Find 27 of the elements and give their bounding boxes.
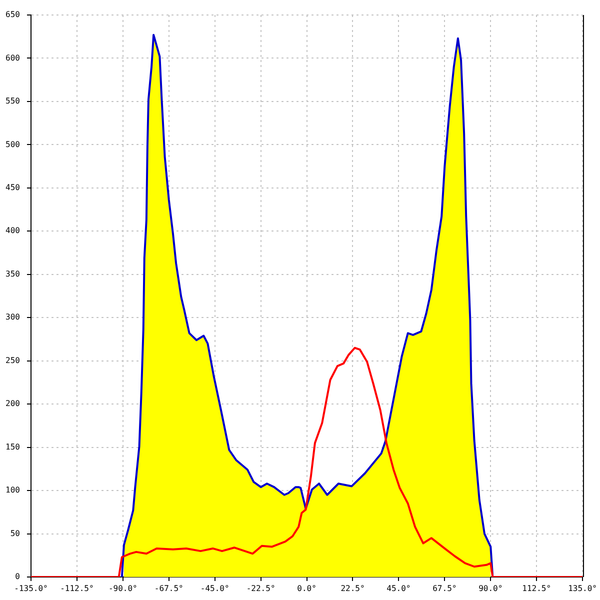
x-tick-label: 135.0°	[568, 584, 598, 593]
y-tick-label: 600	[6, 53, 20, 62]
y-tick-label: 250	[6, 356, 20, 365]
y-tick-label: 200	[6, 399, 20, 408]
x-tick-label: 67.5°	[432, 584, 457, 593]
y-tick-label: 350	[6, 269, 20, 278]
x-tick-label: -67.5°	[154, 584, 184, 593]
y-tick-label: 300	[6, 312, 20, 322]
x-tick-label: -112.5°	[60, 584, 94, 593]
x-tick-label: 45.0°	[386, 584, 411, 593]
x-tick-label: -22.5°	[246, 584, 276, 593]
y-tick-label: 400	[6, 226, 20, 236]
y-tick-label: 0	[15, 572, 20, 582]
x-tick-label: 22.5°	[340, 584, 365, 593]
x-tick-label: 0.0°	[297, 584, 316, 593]
y-tick-label: 150	[6, 442, 20, 452]
x-tick-label: 90.0°	[478, 584, 503, 593]
x-tick-label: -90.0°	[108, 584, 138, 593]
y-tick-label: 550	[6, 96, 20, 106]
x-tick-label: -135.0°	[14, 584, 48, 593]
y-tick-label: 450	[6, 183, 20, 192]
y-tick-label: 500	[6, 140, 20, 149]
y-tick-label: 100	[6, 486, 20, 495]
x-tick-label: -45.0°	[200, 584, 230, 593]
y-tick-label: 50	[10, 528, 20, 538]
y-tick-label: 650	[6, 10, 20, 20]
x-tick-label: 112.5°	[522, 584, 552, 593]
